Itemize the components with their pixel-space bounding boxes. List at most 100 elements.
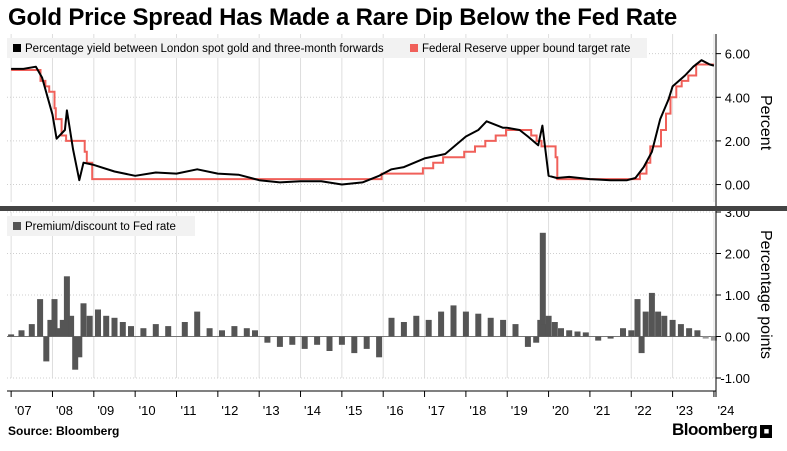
- x-tick-label: '07: [15, 403, 32, 418]
- premium-bar: [68, 315, 75, 337]
- premium-bar: [388, 317, 395, 337]
- premium-bar: [111, 317, 118, 337]
- top-legend-box: [7, 38, 647, 58]
- premium-bar: [425, 319, 432, 337]
- x-tick-label: '12: [221, 403, 238, 418]
- top-y-tick-label: 0.00: [725, 178, 750, 193]
- premium-bar: [400, 322, 407, 337]
- bottom-panel: [7, 232, 717, 370]
- bottom-legend-box: [7, 216, 195, 236]
- premium-bar: [59, 319, 66, 337]
- premium-bar: [51, 299, 58, 337]
- premium-bar: [413, 315, 420, 337]
- fed-rate-line: [11, 63, 714, 181]
- premium-bar: [289, 336, 296, 345]
- brand-wordmark: Bloomberg: [672, 420, 758, 439]
- source-note: Source: Bloomberg: [8, 424, 120, 438]
- premium-bar: [595, 336, 602, 341]
- premium-bar: [63, 276, 70, 337]
- premium-bar: [574, 331, 581, 337]
- premium-bar: [694, 330, 701, 337]
- premium-bar: [500, 319, 507, 337]
- premium-bar: [165, 326, 172, 337]
- legends: Percentage yield between London spot gol…: [7, 38, 647, 236]
- premium-bar: [55, 328, 62, 337]
- premium-bar: [301, 336, 308, 349]
- x-tick-label: '19: [511, 403, 528, 418]
- premium-bar: [140, 328, 147, 337]
- premium-bar: [533, 336, 540, 343]
- premium-bar: [638, 336, 645, 354]
- premium-bar: [363, 336, 370, 349]
- premium-bar: [669, 319, 676, 337]
- premium-bar: [95, 309, 101, 337]
- premium-bar: [103, 315, 110, 337]
- panel-separator: [0, 206, 787, 211]
- premium-bar: [37, 299, 44, 337]
- premium-bar: [450, 305, 457, 337]
- x-tick-label: '11: [181, 403, 197, 418]
- premium-bar: [351, 336, 358, 354]
- premium-bar: [541, 324, 548, 337]
- premium-bar: [376, 336, 383, 358]
- bottom-y-tick-label: -1.00: [720, 371, 750, 386]
- x-tick-label: '21: [593, 403, 610, 418]
- legend-label-fed-rate: Federal Reserve upper bound target rate: [422, 43, 630, 55]
- premium-bar: [566, 330, 573, 337]
- premium-bar: [86, 315, 93, 337]
- premium-bar: [686, 328, 693, 337]
- x-tick-label: '20: [552, 403, 569, 418]
- premium-bar: [43, 336, 50, 362]
- x-tick-label: '16: [387, 403, 404, 418]
- top-panel: [11, 59, 715, 186]
- x-tick-label: '08: [56, 403, 73, 418]
- gold-yield-line: [11, 59, 715, 186]
- premium-bar: [642, 311, 649, 337]
- x-tick-label: '17: [428, 403, 445, 418]
- premium-bar: [582, 332, 589, 337]
- premium-bar: [655, 311, 662, 337]
- premium-bar: [620, 328, 626, 337]
- legend-label-premium: Premium/discount to Fed rate: [25, 221, 176, 233]
- premium-bar: [231, 326, 238, 337]
- premium-bar: [72, 336, 79, 370]
- legend-swatch-premium: [13, 222, 21, 230]
- bottom-y-tick-label: 1.00: [725, 288, 750, 303]
- premium-bar: [524, 336, 531, 347]
- premium-bar: [119, 322, 126, 337]
- x-tick-label: '23: [676, 403, 693, 418]
- premium-bar: [558, 328, 564, 337]
- premium-bar: [661, 315, 668, 337]
- x-tick-label: '24: [717, 403, 734, 418]
- premium-bar: [545, 315, 552, 337]
- premium-bar: [80, 303, 87, 337]
- premium-bar: [243, 328, 250, 337]
- premium-bar: [648, 292, 655, 337]
- legend-swatch-fed-rate: [410, 44, 418, 52]
- top-y-tick-label: 6.00: [725, 47, 750, 62]
- legend-swatch-gold-yield: [13, 44, 21, 52]
- premium-bar: [18, 330, 25, 337]
- axes: Percent Percentage points '07 '08 '09 '10 '1…: [0, 34, 787, 418]
- premium-bar: [607, 336, 614, 339]
- premium-bar: [551, 322, 558, 337]
- premium-bar: [438, 311, 445, 337]
- premium-bar: [181, 322, 188, 337]
- premium-bar: [710, 336, 717, 341]
- premium-bar: [487, 317, 494, 337]
- premium-bar: [28, 324, 35, 337]
- premium-bar: [264, 336, 271, 343]
- premium-bar: [252, 330, 258, 337]
- chart-title: Gold Price Spread Has Made a Rare Dip Be…: [8, 4, 677, 31]
- top-y-tick-label: 4.00: [725, 90, 750, 105]
- top-y-tick-label: 2.00: [725, 134, 750, 149]
- premium-bar: [206, 328, 213, 337]
- x-tick-label: '10: [139, 403, 156, 418]
- premium-bar: [512, 324, 519, 337]
- premium-bar: [8, 334, 15, 337]
- x-tick-label: '14: [304, 403, 321, 418]
- bottom-y-tick-label: 2.00: [725, 247, 750, 262]
- premium-bar: [702, 336, 709, 339]
- premium-bar: [539, 232, 546, 337]
